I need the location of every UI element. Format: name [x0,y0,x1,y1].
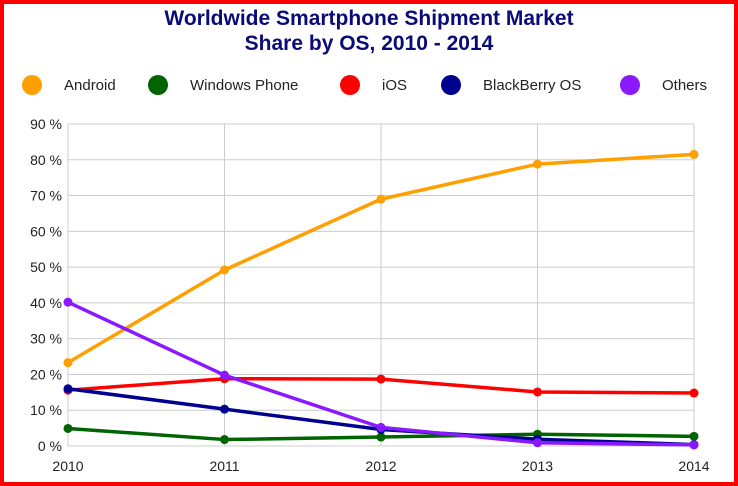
legend-item-ios: iOS [340,72,407,98]
chart-title: Worldwide Smartphone Shipment Market Sha… [0,6,738,56]
data-point-others [220,370,229,380]
x-tick-label: 2011 [209,458,239,474]
y-tick-label: 30 % [30,331,62,347]
x-tick-label: 2010 [52,458,83,474]
legend-swatch-ios [340,75,360,95]
y-tick-label: 20 % [30,366,62,382]
x-tick-label: 2014 [678,458,709,474]
data-point-others [63,297,73,307]
data-point-android [376,194,386,204]
legend-item-windows-phone: Windows Phone [148,72,298,98]
data-point-windows-phone [376,432,386,442]
data-point-ios [376,374,386,384]
y-tick-label: 0 % [38,438,62,454]
data-point-android [220,265,229,275]
data-point-windows-phone [220,435,229,445]
legend-item-blackberry-os: BlackBerry OS [441,72,581,98]
chart-title-line-2: Share by OS, 2010 - 2014 [244,32,494,55]
data-point-android [689,149,699,159]
legend-item-others: Others [620,72,707,98]
y-tick-label: 70 % [30,188,62,204]
legend-item-android: Android [22,72,116,98]
data-point-android [63,358,73,368]
y-tick-label: 50 % [30,259,62,275]
data-point-ios [689,388,699,398]
legend-label-windows-phone: Windows Phone [190,76,299,94]
y-tick-label: 40 % [30,295,62,311]
y-tick-label: 90 % [30,116,62,132]
legend-label-blackberry-os: BlackBerry OS [483,76,582,94]
data-point-android [533,159,542,169]
legend: Android Windows Phone iOS BlackBerry OS … [0,72,738,98]
legend-swatch-android [22,75,42,95]
data-point-blackberry-os [220,404,229,414]
legend-swatch-others [620,75,640,95]
legend-label-others: Others [662,76,708,94]
data-point-ios [533,387,542,397]
y-tick-label: 80 % [30,152,62,168]
x-tick-label: 2012 [365,458,396,474]
data-point-others [533,438,542,448]
legend-label-ios: iOS [382,76,408,94]
data-point-blackberry-os [63,384,73,394]
chart-title-line-1: Worldwide Smartphone Shipment Market [164,7,574,30]
y-tick-label: 60 % [30,223,62,239]
legend-label-android: Android [64,76,116,94]
data-point-others [689,440,699,450]
y-tick-label: 10 % [30,402,62,418]
data-point-windows-phone [689,431,699,441]
legend-swatch-windows-phone [148,75,168,95]
legend-swatch-blackberry-os [441,75,461,95]
data-point-windows-phone [63,423,73,433]
data-point-others [376,422,386,432]
x-tick-label: 2013 [522,458,553,474]
